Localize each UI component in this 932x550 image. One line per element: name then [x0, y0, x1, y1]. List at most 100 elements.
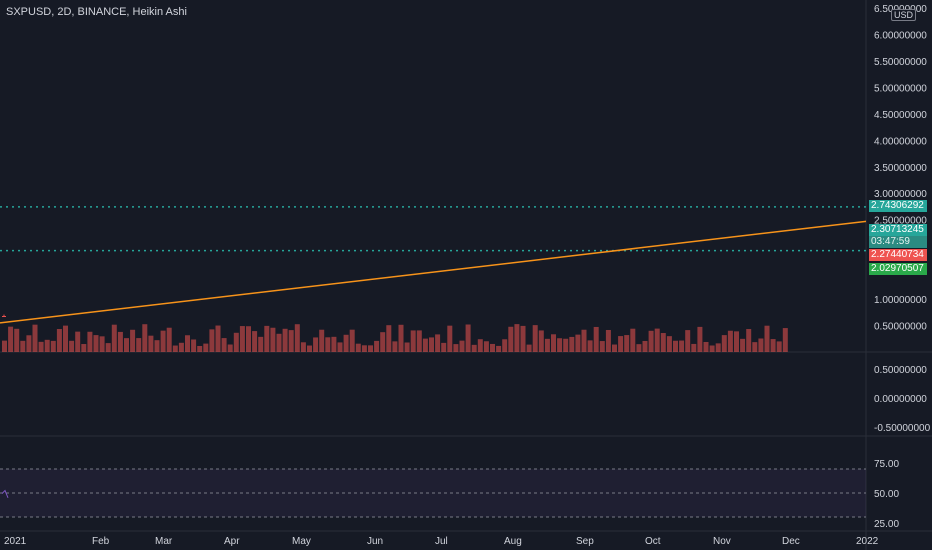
time-axis-label: 2022	[856, 536, 879, 547]
volume-bar	[209, 329, 215, 352]
volume-bar	[416, 330, 422, 352]
volume-bar	[252, 331, 258, 352]
volume-bar	[361, 345, 367, 352]
volume-bar	[447, 325, 453, 352]
rsi-axis-label: 25.00	[874, 519, 899, 530]
rsi-line	[1, 489, 9, 499]
volume-bar	[721, 335, 727, 352]
volume-bar	[782, 328, 788, 352]
volume-bar	[319, 329, 325, 352]
price-axis-label: 0.50000000	[874, 322, 927, 333]
price-axis-label: 1.00000000	[874, 295, 927, 306]
volume-bar	[75, 331, 81, 352]
price-axis-label: 4.50000000	[874, 110, 927, 121]
volume-bar	[508, 326, 514, 352]
volume-bar	[349, 329, 355, 352]
volume-bar	[124, 338, 129, 352]
upper-level-price-label: 2.74306292	[869, 200, 927, 212]
volume-bar	[99, 336, 105, 352]
price-axis-label: 4.00000000	[874, 136, 927, 147]
macd-axis-label: 0.50000000	[874, 365, 927, 376]
price-axis-label: 3.50000000	[874, 163, 927, 174]
volume-bar	[483, 341, 489, 352]
volume-bar	[636, 344, 642, 352]
time-axis-label: Jun	[367, 536, 383, 547]
lower-green-price-label: 2.02970507	[869, 263, 927, 275]
volume-bar	[569, 336, 575, 352]
volume-bar	[703, 341, 709, 352]
volume-bar	[270, 327, 276, 352]
volume-bar	[599, 341, 605, 352]
volume-bar	[325, 337, 331, 352]
volume-bar	[14, 328, 20, 352]
volume-bar	[380, 332, 386, 352]
volume-bar	[679, 340, 685, 352]
bar-timer-label: 03:47:59	[869, 236, 927, 248]
volume-bar	[44, 339, 50, 352]
time-axis-label: Apr	[224, 536, 240, 547]
volume-bar	[526, 344, 532, 352]
volume-bar	[166, 327, 172, 352]
volume-bar	[246, 326, 251, 352]
candle-body	[2, 316, 6, 318]
volume-bar	[111, 324, 117, 352]
volume-bar	[465, 324, 471, 352]
volume-bar	[502, 339, 508, 352]
volume-bar	[215, 325, 221, 352]
volume-bar	[93, 335, 99, 352]
volume-bar	[185, 335, 190, 352]
volume-bar	[50, 340, 56, 352]
volume-bar	[331, 336, 337, 352]
volume-bar	[593, 326, 599, 352]
volume-bar	[386, 325, 392, 352]
volume-bar	[496, 345, 502, 352]
volume-bar	[374, 340, 380, 352]
volume-bar	[178, 342, 184, 352]
volume-bar	[300, 342, 306, 352]
lower-red-price-label: 2.27440734	[869, 249, 927, 261]
volume-bar	[392, 341, 398, 352]
volume-bar	[172, 345, 178, 352]
currency-label[interactable]: USD	[891, 9, 917, 21]
volume-bar	[648, 330, 654, 352]
volume-bar	[459, 340, 465, 352]
volume-bar	[435, 334, 441, 352]
volume-bar	[666, 336, 672, 352]
volume-bar	[142, 324, 148, 352]
volume-bar	[117, 331, 123, 352]
volume-bar	[764, 325, 770, 352]
volume-bar	[2, 340, 7, 352]
volume-bar	[551, 334, 556, 352]
price-axis-label: 5.00000000	[874, 83, 927, 94]
volume-bar	[264, 325, 270, 352]
symbol-title[interactable]: SXPUSD, 2D, BINANCE, Heikin Ashi	[6, 6, 187, 18]
volume-bar	[148, 335, 154, 352]
volume-bar	[740, 338, 746, 352]
volume-bar	[642, 340, 648, 352]
volume-bar	[288, 330, 294, 352]
volume-bar	[337, 342, 343, 352]
volume-bar	[520, 325, 526, 352]
volume-bar	[429, 337, 434, 352]
time-axis-label: Oct	[645, 536, 661, 547]
time-axis-label: Sep	[576, 536, 594, 547]
price-axis-label: 6.00000000	[874, 30, 927, 41]
price-axis-label: 3.00000000	[874, 189, 927, 200]
volume-bar	[191, 339, 197, 352]
macd-axis-label: 0.00000000	[874, 394, 927, 405]
volume-bar	[38, 341, 44, 352]
volume-bar	[282, 328, 288, 352]
volume-bar	[557, 338, 563, 352]
volume-bar	[276, 333, 282, 352]
volume-bar	[660, 333, 666, 352]
volume-bar	[343, 334, 349, 352]
volume-bar	[136, 338, 142, 352]
volume-bar	[581, 329, 587, 352]
volume-bar	[160, 330, 166, 352]
volume-bar	[105, 343, 111, 352]
current-price-label: 2.30713245	[869, 224, 927, 236]
price-axis-label: 2.50000000	[874, 216, 927, 227]
volume-bar	[630, 328, 636, 352]
volume-bar	[575, 334, 581, 352]
